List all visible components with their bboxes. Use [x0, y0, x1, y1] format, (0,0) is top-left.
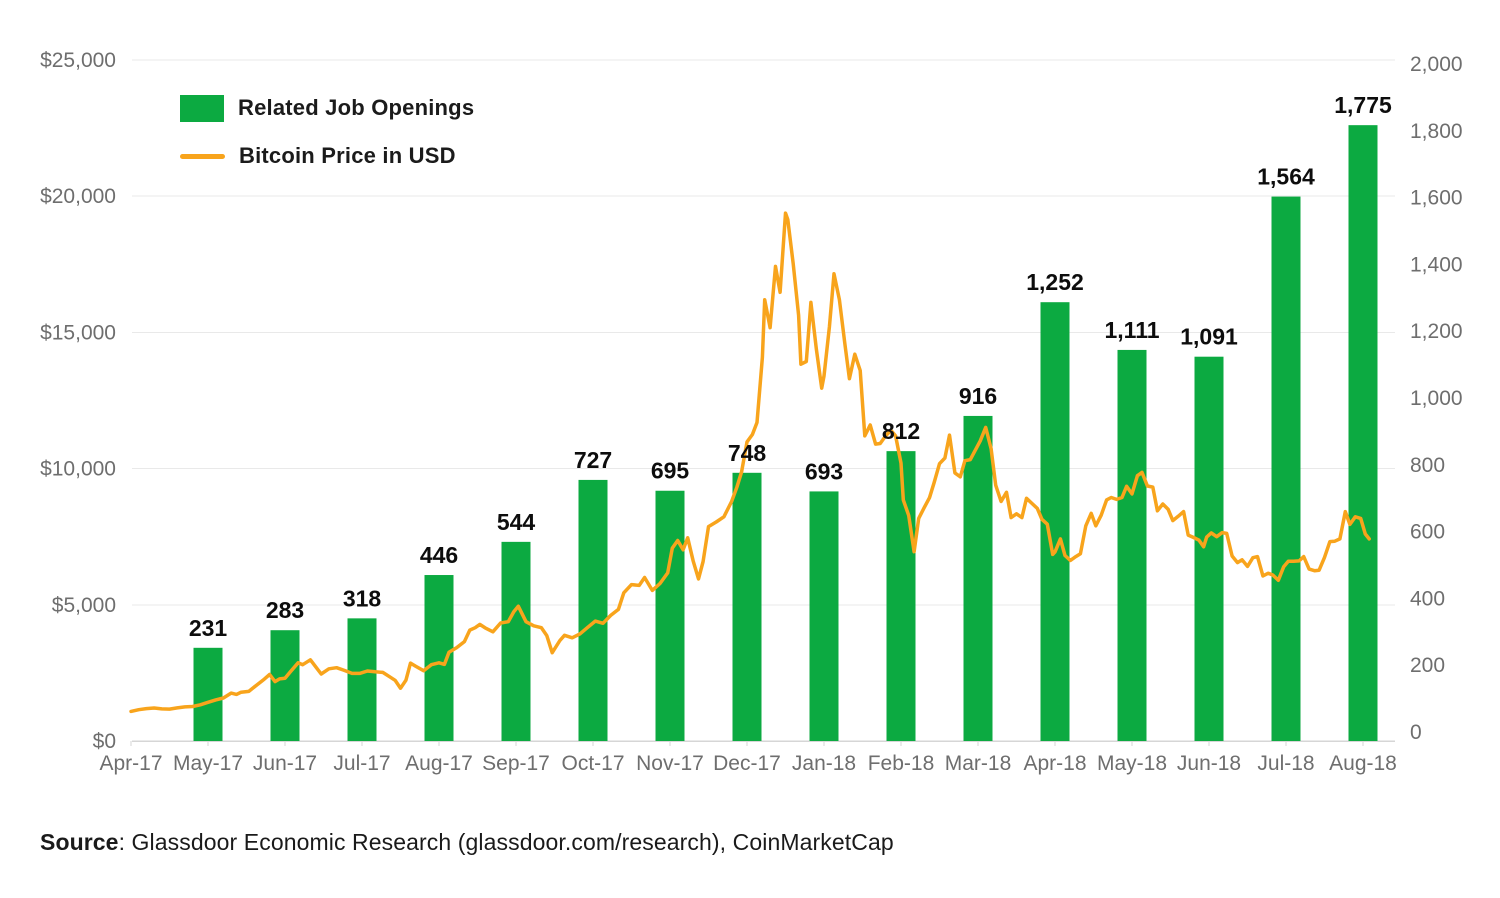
y-right-tick-label: 1,000 — [1410, 387, 1463, 410]
bar-value-label: 693 — [805, 458, 843, 484]
bar-series-swatch-icon — [180, 94, 224, 122]
x-tick-label: Feb-18 — [868, 752, 935, 775]
bar — [732, 472, 762, 741]
bitcoin-price-line — [129, 211, 1371, 714]
bar — [1271, 196, 1301, 741]
x-tick-label: Nov-17 — [636, 752, 704, 775]
y-right-tick-label: 1,400 — [1410, 253, 1463, 276]
bar-value-labels: 231 283 318 446 544 727 695 748 693 812 916 1,252 1,… — [189, 92, 1392, 641]
bar-value-label: 748 — [728, 440, 767, 466]
bar — [193, 647, 223, 741]
bar — [578, 479, 608, 741]
y-right-tick-label: 1,200 — [1410, 320, 1463, 343]
bar-value-label: 727 — [574, 447, 612, 473]
bar-series — [193, 125, 1378, 742]
x-tick-label: Apr-18 — [1023, 752, 1086, 775]
y-right-tick-label: 1,600 — [1410, 187, 1463, 210]
x-axis-labels: Apr-17 May-17 Jun-17 Jul-17 Aug-17 Sep-17 Oct-… — [99, 752, 1396, 775]
bar — [501, 541, 531, 741]
x-tick-label: Jan-18 — [792, 752, 856, 775]
y-left-tick-label: $0 — [93, 730, 116, 753]
x-tick-label: Jun-18 — [1177, 752, 1241, 775]
legend-item-job-openings: Related Job Openings — [180, 94, 474, 122]
x-tick-label: Aug-18 — [1329, 752, 1397, 775]
x-tick-label: Apr-17 — [99, 752, 162, 775]
y-left-tick-label: $10,000 — [40, 458, 116, 481]
y-right-tick-label: 200 — [1410, 654, 1445, 677]
x-tick-label: Mar-18 — [945, 752, 1012, 775]
bar — [963, 415, 993, 741]
bar-value-label: 1,111 — [1104, 317, 1159, 343]
bar-value-label: 544 — [497, 509, 536, 535]
bar-value-label: 1,564 — [1257, 164, 1315, 190]
source-note: Source: Glassdoor Economic Research (gla… — [40, 829, 894, 856]
bar-value-label: 318 — [343, 585, 382, 611]
y-right-tick-label: 800 — [1410, 454, 1445, 477]
bar-value-label: 695 — [651, 458, 690, 484]
bar-value-label: 1,252 — [1026, 269, 1084, 295]
x-tick-label: Sep-17 — [482, 752, 550, 775]
legend-label-bitcoin-price: Bitcoin Price in USD — [239, 143, 456, 168]
bar-value-label: 283 — [266, 597, 304, 623]
line-series-swatch-icon — [180, 153, 225, 159]
bar — [809, 491, 839, 741]
bar-value-label: 1,775 — [1334, 92, 1392, 118]
chart-legend: Related Job Openings Bitcoin Price in US… — [180, 94, 474, 170]
bar — [655, 490, 685, 741]
x-tick-label: May-18 — [1097, 752, 1167, 775]
bar-value-label: 812 — [882, 418, 920, 444]
y-right-tick-label: 1,800 — [1410, 120, 1463, 143]
x-tick-label: Oct-17 — [561, 752, 624, 775]
y-left-tick-label: $5,000 — [52, 594, 116, 617]
source-text: : Glassdoor Economic Research (glassdoor… — [118, 829, 894, 855]
bar — [1194, 356, 1224, 741]
source-label: Source — [40, 829, 119, 855]
x-tick-label: Jun-17 — [253, 752, 317, 775]
y-right-tick-label: 400 — [1410, 587, 1445, 610]
bar-value-label: 916 — [959, 383, 997, 409]
x-tick-label: Jul-17 — [333, 752, 390, 775]
bar — [1117, 349, 1147, 741]
y-left-tick-label: $20,000 — [40, 185, 116, 208]
y-axis-right-labels: 2,000 1,800 1,600 1,400 1,200 1,000 800 600 400 2… — [1410, 53, 1463, 744]
legend-item-bitcoin-price: Bitcoin Price in USD — [180, 142, 474, 170]
bar — [886, 451, 916, 741]
x-tick-label: Aug-17 — [405, 752, 473, 775]
x-tick-label: May-17 — [173, 752, 243, 775]
bar — [270, 630, 300, 741]
y-left-tick-label: $15,000 — [40, 321, 116, 344]
y-axis-left-labels: $25,000 $20,000 $15,000 $10,000 $5,000 $0 — [40, 49, 116, 753]
y-right-tick-label: 0 — [1410, 721, 1422, 744]
y-right-tick-label: 600 — [1410, 521, 1445, 544]
axis-ticks — [130, 741, 1364, 746]
bar-value-label: 446 — [420, 542, 458, 568]
bar — [1348, 125, 1378, 742]
x-tick-label: Dec-17 — [713, 752, 781, 775]
bar-value-label: 231 — [189, 615, 228, 641]
y-left-tick-label: $25,000 — [40, 49, 116, 72]
y-right-tick-label: 2,000 — [1410, 53, 1463, 76]
bar — [424, 575, 454, 741]
bar-value-label: 1,091 — [1180, 324, 1238, 350]
bar — [347, 618, 377, 741]
legend-label-job-openings: Related Job Openings — [238, 95, 475, 120]
x-tick-label: Jul-18 — [1257, 752, 1314, 775]
